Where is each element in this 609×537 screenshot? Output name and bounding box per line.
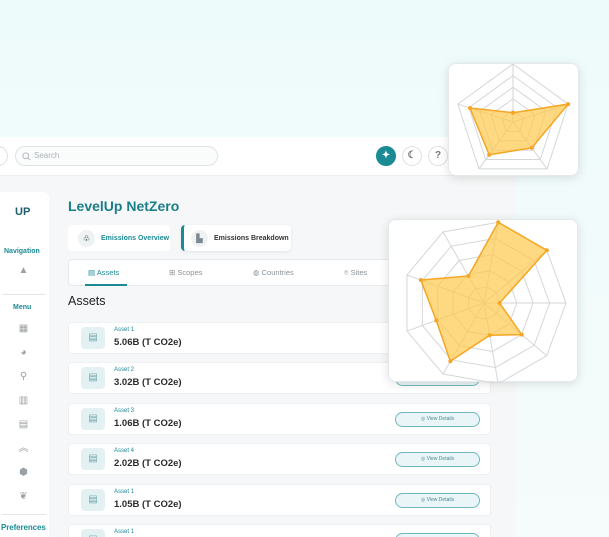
help-icon: ? — [434, 150, 442, 161]
grid-ring — [406, 221, 567, 385]
building-icon: ▤ — [81, 529, 105, 537]
asset-emissions: 1.06B (T CO2e) — [114, 418, 182, 429]
sparkle-icon: ✦ — [381, 150, 391, 161]
data-point — [544, 248, 549, 253]
globe-icon: ◍ — [253, 268, 262, 277]
dark-mode-button[interactable]: ☾ — [402, 146, 422, 166]
ai-assistant-button[interactable]: ✦ — [376, 146, 396, 166]
view-details-button[interactable]: ◎ View Details — [395, 533, 480, 537]
sidebar: UP Navigation ▲ Menu ▦ ◕ ⚲ ▥ ▤ ︽ ⬢ ❦ Pre… — [0, 192, 49, 537]
emissions-icon: ♧ — [78, 229, 95, 247]
data-point — [529, 145, 534, 150]
eye-icon: ◎ — [420, 456, 427, 462]
top-bar: Search ✦ ☾ ? — [0, 137, 516, 176]
tab-emissions-overview[interactable]: ♧ Emissions Overview — [68, 225, 170, 251]
building-icon: ▤ — [81, 489, 105, 511]
asset-name: Asset 2 — [114, 367, 135, 373]
bar-chart-icon[interactable]: ▥ — [18, 395, 29, 406]
page-title: LevelUp NetZero — [68, 198, 180, 214]
asset-row: ▤ Asset 3 1.06B (T CO2e) ◎ View Details — [68, 403, 491, 435]
box-icon[interactable]: ⬢ — [19, 467, 28, 478]
tab-emissions-breakdown[interactable]: ▙ Emissions Breakdown — [181, 225, 291, 251]
building-icon: ▤ — [81, 448, 105, 470]
radar-area — [419, 221, 548, 363]
view-details-button[interactable]: ◎ View Details — [395, 452, 480, 467]
asset-name: Asset 3 — [114, 408, 135, 414]
divider — [2, 294, 46, 295]
location-icon: ⌾ — [344, 268, 351, 277]
radar-chart-card-large — [388, 219, 578, 385]
asset-name: Asset 1 — [114, 327, 135, 333]
eye-icon: ◎ — [420, 416, 427, 422]
dashboard-icon[interactable]: ▦ — [18, 323, 29, 334]
grid-ring — [437, 254, 534, 352]
data-point — [487, 152, 492, 157]
asset-name: Asset 1 — [114, 529, 135, 535]
menu-heading: Menu — [13, 304, 32, 311]
asset-name: Asset 1 — [114, 489, 135, 495]
pie-chart-icon[interactable]: ◕ — [20, 347, 27, 358]
data-point — [448, 359, 453, 364]
data-point — [466, 274, 471, 279]
asset-row: ▤ Asset 1 ◎ View Details — [68, 524, 491, 537]
home-icon[interactable]: ▲ — [18, 265, 29, 276]
tab-countries[interactable]: ◍ Countries — [253, 268, 294, 277]
data-point — [496, 220, 501, 225]
building-icon: ▤ — [81, 327, 105, 349]
asset-row: ▤ Asset 1 1.05B (T CO2e) ◎ View Details — [68, 484, 491, 516]
search-key-icon[interactable]: ⚲ — [19, 371, 28, 382]
search-input[interactable]: Search — [15, 146, 218, 166]
asset-emissions: 1.05B (T CO2e) — [114, 499, 182, 510]
view-details-button[interactable]: ◎ View Details — [395, 412, 480, 427]
data-point — [467, 106, 472, 111]
help-button[interactable]: ? — [428, 146, 448, 166]
radar-chart-large — [406, 220, 567, 385]
data-point — [418, 278, 423, 283]
data-point — [487, 333, 492, 338]
breakdown-icon: ▙ — [191, 229, 208, 247]
building-icon: ▤ — [81, 367, 105, 389]
grid-ring — [468, 74, 558, 161]
section-title: Assets — [68, 294, 106, 308]
navigation-heading: Navigation — [4, 248, 40, 255]
grid-ring — [457, 63, 569, 170]
radar-chart-small — [457, 63, 571, 170]
building-icon: ▤ — [88, 268, 97, 277]
grid-icon: ⊞ — [169, 268, 178, 277]
data-point — [566, 102, 571, 107]
search-placeholder: Search — [34, 151, 60, 160]
asset-row: ▤ Asset 4 2.02B (T CO2e) ◎ View Details — [68, 443, 491, 475]
data-point — [497, 301, 502, 305]
asset-emissions: 3.02B (T CO2e) — [114, 377, 182, 388]
menu-toggle-button[interactable] — [0, 146, 8, 166]
asset-emissions: 5.06B (T CO2e) — [114, 337, 182, 348]
logo: UP — [15, 206, 31, 218]
document-icon[interactable]: ▤ — [18, 419, 29, 430]
radar-area — [468, 103, 571, 156]
tab-scopes[interactable]: ⊞ Scopes — [169, 268, 203, 277]
search-icon — [22, 152, 31, 161]
data-point — [511, 110, 515, 115]
trend-icon[interactable]: ︽ — [18, 443, 29, 454]
moon-icon: ☾ — [407, 150, 417, 161]
tab-assets[interactable]: ▤ Assets — [85, 260, 127, 286]
radar-chart-card-small — [448, 63, 579, 176]
eye-icon: ◎ — [420, 497, 427, 503]
building-icon: ▤ — [81, 408, 105, 430]
asset-name: Asset 4 — [114, 448, 135, 454]
leaf-icon[interactable]: ❦ — [19, 491, 28, 502]
data-point — [434, 318, 439, 323]
divider — [2, 514, 46, 515]
data-point — [519, 332, 524, 337]
asset-emissions: 2.02B (T CO2e) — [114, 458, 182, 469]
preferences-heading: Preferences — [1, 523, 46, 532]
grid-ring — [421, 237, 551, 369]
view-details-button[interactable]: ◎ View Details — [395, 493, 480, 508]
tab-sites[interactable]: ⌾ Sites — [344, 268, 368, 277]
